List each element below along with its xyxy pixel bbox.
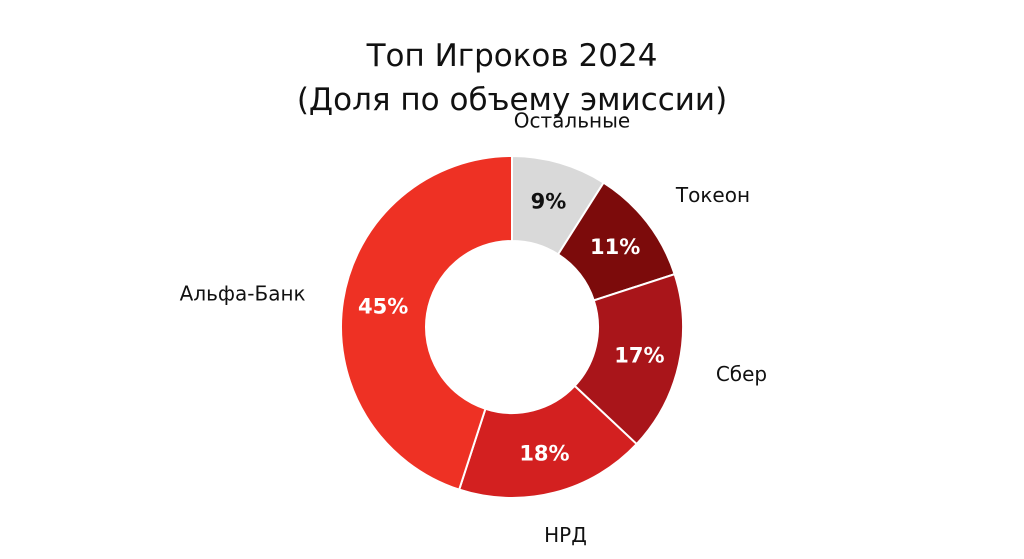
slice-category-label-3: НРД <box>544 523 587 547</box>
chart-title-line-1: Топ Игроков 2024 <box>366 38 658 74</box>
slice-value-label-0: 9% <box>531 190 567 214</box>
slice-category-label-2: Сбер <box>716 362 767 386</box>
donut-slice-3 <box>457 384 639 499</box>
chart-title: Топ Игроков 2024 (Доля по объему эмиссии… <box>0 34 1024 122</box>
donut-slice-2 <box>573 272 684 446</box>
donut-slice-4 <box>339 154 513 491</box>
slice-value-label-3: 18% <box>519 441 569 465</box>
chart-title-line-2: (Доля по объему эмиссии) <box>296 82 728 118</box>
slice-value-label-2: 17% <box>614 343 664 367</box>
slice-value-label-1: 11% <box>590 235 640 259</box>
slice-category-label-0: Остальные <box>514 109 630 133</box>
slice-category-label-4: Альфа-Банк <box>180 281 306 305</box>
slice-category-label-1: Токеон <box>675 183 750 207</box>
slice-value-label-4: 45% <box>358 295 408 319</box>
